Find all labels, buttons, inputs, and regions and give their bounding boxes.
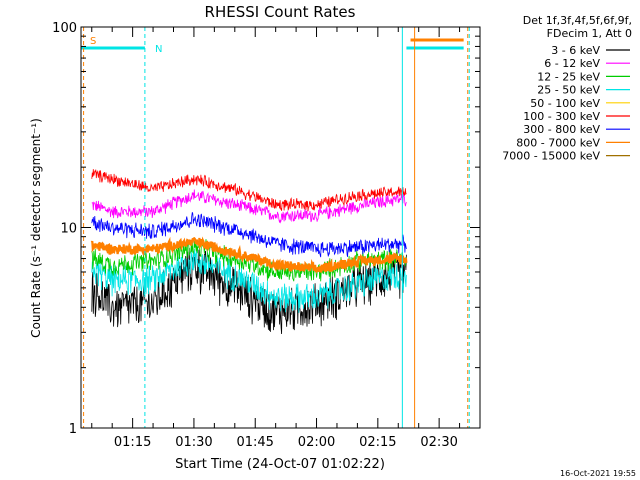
series-line-4 [91,246,407,313]
series-line-2 [91,189,407,224]
x-axis-label: Start Time (24-Oct-07 01:02:22) [175,457,385,472]
legend-label: 7000 - 15000 keV [502,150,600,163]
legend-header-line: Det 1f,3f,4f,5f,6f,9f, [523,14,632,27]
y-axis-label: Count Rate (s⁻¹ detector segment⁻¹) [29,118,43,338]
footer-date: 16-Oct-2021 19:55 [560,469,636,478]
legend-label: 800 - 7000 keV [516,136,600,149]
series-line-8 [90,236,408,274]
legend-label: 6 - 12 keV [544,57,600,70]
series-line-7 [91,212,407,258]
x-tick-label: 02:00 [298,435,335,450]
y-tick-label: 1 [69,422,77,437]
legend-label: 100 - 300 keV [523,110,600,123]
series-line-3 [91,239,407,282]
x-tick-label: 01:45 [236,435,273,450]
legend-label: 12 - 25 keV [537,70,600,83]
legend-label: 50 - 100 keV [530,97,600,110]
chart-title: RHESSI Count Rates [205,3,356,21]
annotation-n: N [155,44,162,55]
x-tick-label: 01:15 [114,435,151,450]
legend-label: 3 - 6 keV [551,44,600,57]
x-tick-label: 02:15 [359,435,396,450]
y-tick-label: 10 [60,222,77,237]
x-tick-label: 02:30 [420,435,457,450]
annotation-s: S [90,36,96,47]
y-tick-label: 100 [52,21,77,36]
legend-label: 25 - 50 keV [537,84,600,97]
legend-header-line: FDecim 1, Att 0 [547,27,632,40]
legend-label: 300 - 800 keV [523,123,600,136]
x-tick-label: 01:30 [175,435,212,450]
series-line-6 [91,169,407,212]
